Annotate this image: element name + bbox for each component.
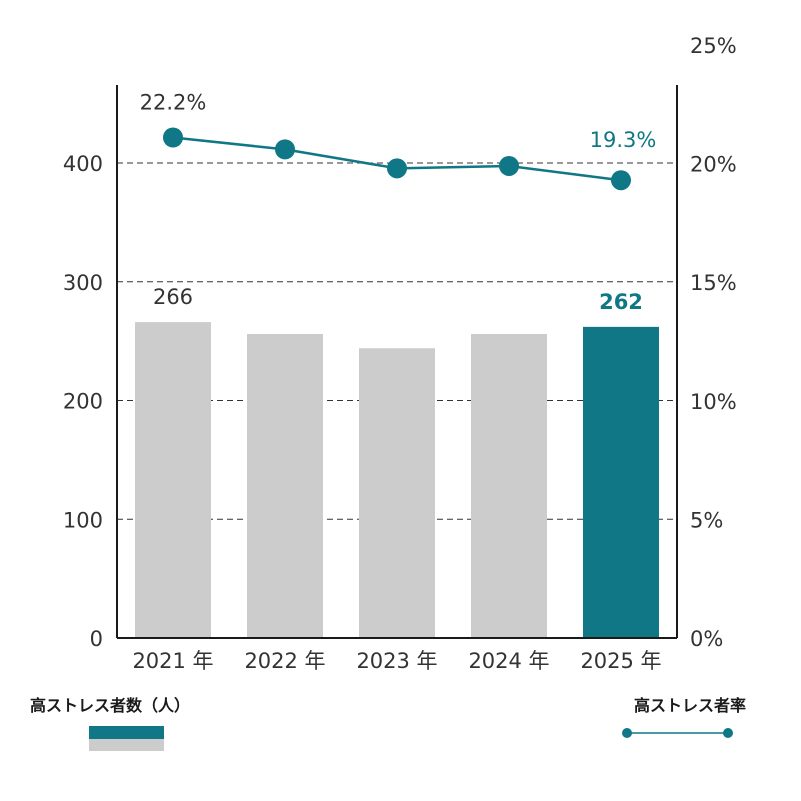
rate-point bbox=[499, 155, 519, 176]
y-left-tick-label: 0 bbox=[90, 627, 103, 651]
x-tick-label: 2022 年 bbox=[244, 649, 325, 673]
y-right-tick-label: 20% bbox=[690, 153, 737, 177]
y-left-tick-label: 300 bbox=[63, 271, 103, 295]
bar-data-label: 266 bbox=[153, 285, 193, 309]
rate-point bbox=[611, 170, 631, 191]
y-right-tick-label: 0% bbox=[690, 627, 723, 651]
legend-bar-swatch-gray bbox=[89, 739, 164, 751]
bar bbox=[247, 334, 323, 638]
rate-point bbox=[163, 127, 183, 148]
rate-point bbox=[275, 139, 295, 160]
y-right-tick-label: 10% bbox=[690, 390, 737, 414]
bar bbox=[471, 334, 547, 638]
legend-line-dot bbox=[723, 728, 733, 738]
y-left-tick-label: 100 bbox=[63, 508, 103, 532]
legend-line-label: 高ストレス者率 bbox=[634, 696, 746, 715]
x-tick-label: 2023 年 bbox=[356, 649, 437, 673]
y-right-tick-label: 25% bbox=[690, 34, 737, 58]
y-right-tick-label: 15% bbox=[690, 271, 737, 295]
y-left-tick-label: 400 bbox=[63, 152, 103, 176]
line-data-label: 19.3% bbox=[590, 128, 657, 152]
bar-data-label: 262 bbox=[599, 290, 643, 314]
y-right-tick-label: 5% bbox=[690, 508, 723, 532]
x-tick-label: 2024 年 bbox=[468, 649, 549, 673]
bar bbox=[359, 348, 435, 638]
legend-line-dot bbox=[622, 728, 632, 738]
line-data-label: 22.2% bbox=[140, 91, 207, 115]
x-tick-label: 2025 年 bbox=[580, 649, 661, 673]
y-left-tick-label: 200 bbox=[63, 390, 103, 414]
bar bbox=[135, 322, 211, 638]
bar bbox=[583, 326, 659, 638]
x-tick-label: 2021 年 bbox=[132, 649, 213, 673]
legend-bars-label: 高ストレス者数（人） bbox=[30, 696, 190, 715]
legend-bar-swatch-highlight bbox=[89, 726, 164, 739]
rate-point bbox=[387, 158, 407, 179]
